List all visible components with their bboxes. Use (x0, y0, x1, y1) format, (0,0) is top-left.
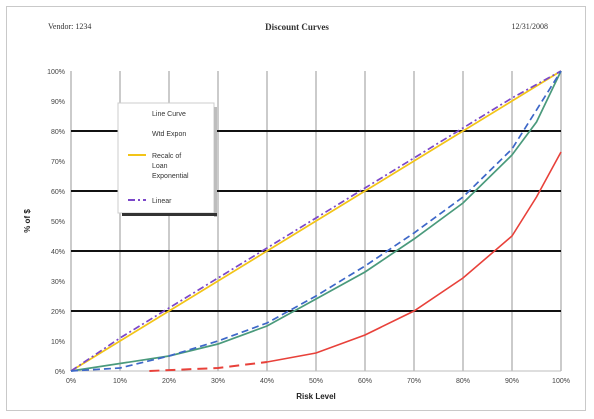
x-tick-label: 0% (66, 378, 76, 385)
y-tick-label: 10% (51, 339, 65, 346)
vendor-label: Vendor: 1234 (48, 22, 92, 31)
y-tick-label: 30% (51, 279, 65, 286)
series-line (149, 361, 268, 372)
y-tick-label: 90% (51, 99, 65, 106)
series-line (70, 70, 562, 372)
legend-box (117, 102, 215, 214)
x-tick-label: 10% (113, 378, 127, 385)
x-tick-label: 90% (505, 378, 519, 385)
legend-shadow (122, 213, 217, 216)
legend-label: Wtd Expon (152, 131, 186, 138)
y-tick-label: 50% (51, 219, 65, 226)
x-tick-label: 70% (407, 378, 421, 385)
legend-label: Recalc of Loan Exponential (152, 153, 189, 180)
y-tick-label: 60% (51, 189, 65, 196)
series-line (70, 70, 562, 372)
x-tick-label: 30% (211, 378, 225, 385)
y-tick-label: 40% (51, 249, 65, 256)
legend-label: Linear (152, 198, 172, 205)
y-axis-title: % of $ (23, 209, 32, 233)
chart-title: Discount Curves (265, 22, 329, 32)
x-tick-label: 40% (260, 378, 274, 385)
x-tick-label: 100% (552, 378, 570, 385)
x-tick-label: 20% (162, 378, 176, 385)
series-line (70, 70, 562, 372)
legend-shadow (214, 107, 217, 217)
y-tick-label: 70% (51, 159, 65, 166)
legend-label: Line Curve (152, 111, 186, 118)
x-tick-label: 80% (456, 378, 470, 385)
y-tick-label: 0% (55, 369, 65, 376)
chart-frame (6, 6, 586, 411)
x-tick-label: 50% (309, 378, 323, 385)
x-tick-label: 60% (358, 378, 372, 385)
series-line (70, 70, 562, 372)
x-axis-title: Risk Level (296, 392, 336, 401)
y-tick-label: 20% (51, 309, 65, 316)
y-tick-label: 80% (51, 129, 65, 136)
y-tick-label: 100% (47, 69, 65, 76)
date-label: 12/31/2008 (511, 22, 548, 31)
series-line (266, 151, 562, 363)
